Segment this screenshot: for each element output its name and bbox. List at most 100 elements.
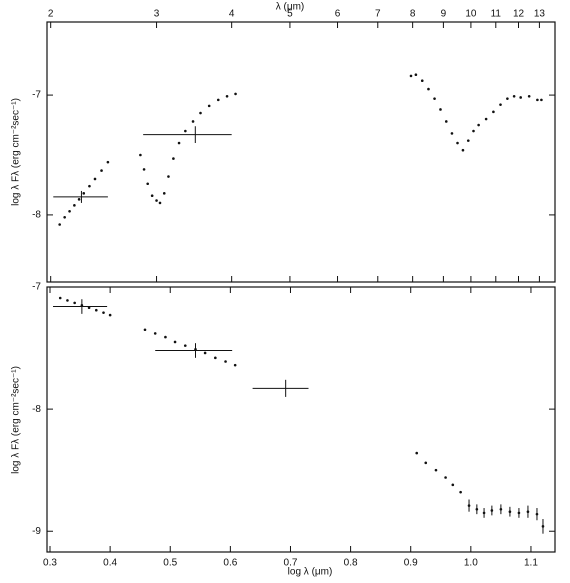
data-point — [142, 168, 146, 171]
data-point — [535, 512, 539, 516]
data-point — [536, 98, 539, 102]
data-point — [461, 148, 465, 152]
data-point — [450, 132, 454, 135]
data-point — [77, 198, 81, 201]
data-point — [427, 87, 430, 91]
y-tick-label: -7 — [32, 90, 41, 101]
y-label: log λ Fλ (erg cm⁻²sec⁻¹) — [11, 366, 22, 474]
bottom-x-label: log λ (μm) — [288, 567, 333, 578]
x-tick-label: 1.1 — [524, 558, 538, 569]
data-point — [459, 490, 462, 494]
data-point — [415, 451, 419, 455]
data-point — [191, 120, 195, 123]
data-point — [506, 97, 509, 100]
data-point — [519, 96, 522, 99]
data-point — [167, 175, 170, 178]
data-point — [216, 98, 220, 102]
x-tick-label: 1.0 — [464, 558, 478, 569]
data-point — [58, 296, 62, 300]
data-point — [409, 74, 413, 78]
data-point — [499, 507, 503, 511]
data-point — [472, 129, 475, 133]
data-point — [233, 363, 237, 367]
data-point — [177, 141, 181, 145]
data-point — [224, 360, 227, 363]
data-point — [420, 79, 424, 83]
data-point — [499, 103, 502, 106]
top-x-label: λ (μm) — [276, 2, 305, 13]
data-point — [66, 299, 69, 302]
data-point — [88, 184, 91, 188]
x-tick-label: 3 — [154, 9, 160, 20]
data-point — [93, 177, 97, 181]
x-tick-label: 0.3 — [43, 558, 57, 569]
x-tick-label: 0.7 — [284, 558, 298, 569]
data-point — [143, 328, 147, 332]
data-point — [173, 340, 177, 344]
data-point — [477, 123, 480, 127]
x-tick-label: 13 — [534, 9, 546, 20]
data-point — [467, 504, 471, 507]
data-point — [444, 476, 447, 479]
data-point — [451, 483, 455, 487]
data-point — [162, 192, 166, 195]
data-point — [150, 194, 154, 198]
data-point — [108, 313, 112, 317]
panel-frame — [46, 286, 556, 553]
data-point — [158, 201, 162, 205]
x-tick-label: 9 — [441, 9, 447, 20]
data-point — [100, 169, 103, 172]
y-tick-label: -7 — [32, 282, 41, 293]
x-tick-label: 7 — [375, 9, 381, 20]
data-point — [225, 94, 229, 98]
data-point — [517, 511, 521, 515]
data-point — [68, 210, 71, 213]
data-point — [203, 351, 207, 355]
x-tick-label: 10 — [465, 9, 477, 20]
data-point — [102, 311, 105, 314]
data-point — [466, 139, 470, 142]
x-tick-label: 0.9 — [404, 558, 418, 569]
data-point — [172, 157, 175, 160]
x-tick-label: 4 — [229, 9, 235, 20]
x-tick-label: 5 — [287, 9, 293, 20]
data-point — [207, 104, 211, 108]
data-point — [541, 525, 545, 528]
y-tick-label: -9 — [32, 526, 41, 537]
y-tick-label: -8 — [32, 210, 41, 221]
data-point — [490, 509, 494, 512]
data-point — [456, 141, 459, 145]
x-tick-label: 11 — [491, 9, 502, 20]
data-point — [484, 117, 488, 121]
data-point — [164, 335, 167, 339]
data-point — [439, 108, 442, 111]
data-point — [475, 507, 479, 511]
x-tick-label: 0.6 — [223, 558, 237, 569]
data-point — [146, 182, 149, 186]
data-point — [139, 153, 142, 157]
data-point — [433, 97, 436, 100]
x-tick-label: 2 — [48, 9, 54, 20]
data-point — [73, 204, 76, 207]
panel-frame — [46, 21, 556, 283]
x-tick-label: 12 — [513, 9, 525, 20]
data-point — [153, 332, 157, 335]
y-label: log λ Fλ (erg cm⁻²sec⁻¹) — [11, 98, 22, 206]
data-point — [214, 356, 217, 360]
x-tick-label: 6 — [335, 9, 341, 20]
data-point — [94, 308, 98, 312]
data-point — [155, 199, 158, 202]
data-point — [414, 73, 418, 77]
data-point — [63, 215, 66, 219]
data-point — [540, 98, 543, 102]
data-point — [424, 461, 428, 465]
data-point — [492, 110, 495, 114]
data-point — [512, 94, 516, 98]
data-point — [508, 510, 512, 514]
x-tick-label: 8 — [410, 9, 416, 20]
data-point — [199, 111, 202, 115]
data-point — [183, 344, 187, 347]
data-point — [106, 160, 110, 164]
data-point — [434, 468, 438, 472]
